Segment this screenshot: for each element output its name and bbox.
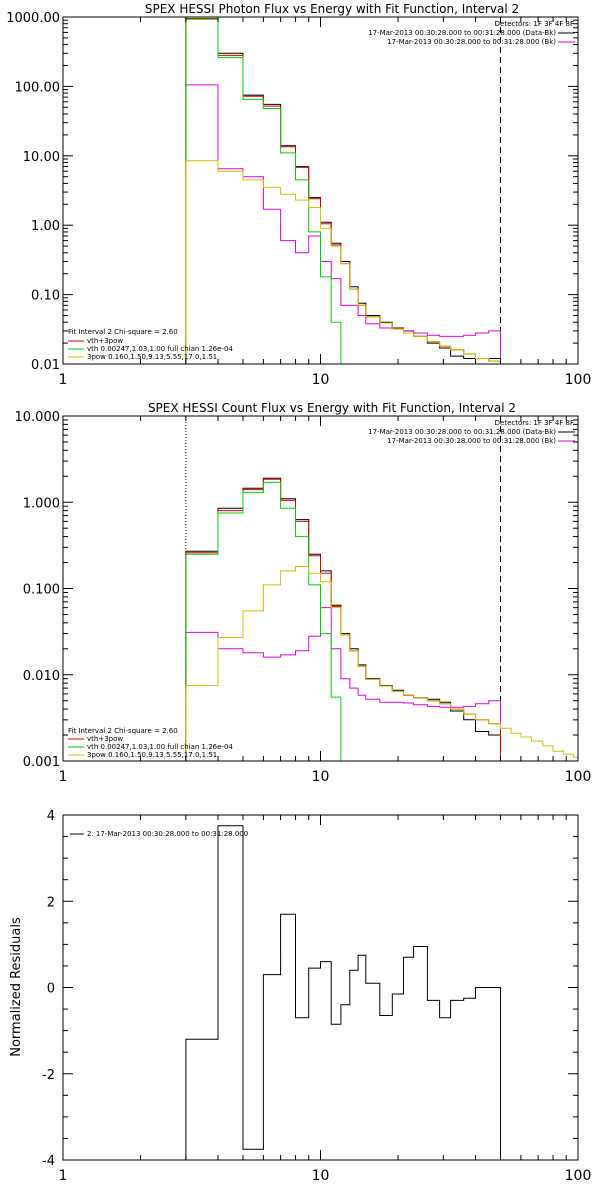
x-tick-label: 1 [59, 769, 68, 785]
legend-bottomleft: Fit Interval 2 Chi-square = 2.60 vth+3po… [68, 727, 233, 759]
y-tick-label: 1.00 [31, 219, 60, 234]
y-tick-label: 1.000 [23, 496, 60, 511]
legend-entry-3pow: 3pow 0.160,1.50,9.13,5.55,17.0,1.51 [87, 751, 217, 759]
y-tick-label: 0.100 [23, 583, 60, 598]
series-vth [185, 18, 501, 364]
legend-entry-data-bk: 17-Mar-2013 00:30:28.000 to 00:31:28.000… [368, 428, 556, 436]
series-bk [185, 84, 501, 364]
chart-title: SPEX HESSI Count Flux vs Energy with Fit… [148, 401, 516, 415]
legend-heading: Detectors: 1F 3F 4F 8F [495, 419, 574, 427]
legend-topright: Detectors: 1F 3F 4F 8F 17-Mar-2013 00:30… [368, 20, 575, 46]
count-flux-chart: SPEX HESSI Count Flux vs Energy with Fit… [15, 401, 592, 785]
legend-entry-vth-3pow: vth+3pow [87, 337, 123, 345]
fit-info-heading: Fit Interval 2 Chi-square = 2.60 [68, 328, 178, 336]
x-tick-label: 1 [59, 372, 68, 388]
x-tick-label: 10 [312, 372, 330, 388]
series-residuals [185, 825, 501, 1160]
x-tick-label: 100 [565, 372, 592, 388]
legend-entry-residuals: 2. 17-Mar-2013 00:30:28.000 to 00:31:28.… [87, 830, 248, 838]
y-tick-label: -2 [42, 1068, 55, 1083]
series-vth [185, 481, 501, 761]
legend-heading: Detectors: 1F 3F 4F 8F [495, 20, 574, 28]
legend: 2. 17-Mar-2013 00:30:28.000 to 00:31:28.… [70, 830, 248, 838]
residuals-chart: 1 10 100 -4 -2 0 2 4 Normalized Residuals 2. 17… [9, 809, 591, 1184]
legend-bottomleft: Fit Interval 2 Chi-square = 2.60 vth+3po… [68, 328, 233, 361]
y-tick-label: 0 [47, 982, 55, 997]
x-tick-label: 100 [565, 1168, 592, 1184]
x-tick-label: 10 [312, 769, 330, 785]
series-vth-3pow [185, 478, 501, 761]
legend-entry-3pow: 3pow 0.160,1.50,9.13,5.55,17.0,1.51 [87, 353, 217, 361]
y-tick-label: 4 [47, 809, 55, 824]
y-axis-label: Normalized Residuals [9, 917, 24, 1057]
y-tick-label: -4 [42, 1154, 55, 1169]
series-bk [185, 607, 501, 761]
y-tick-label: 0.01 [31, 358, 60, 373]
legend-entry-vth: vth 0.00247,1.03,1.00 full chian 1.26e-0… [87, 743, 233, 751]
y-tick-label: 10.000 [15, 410, 61, 425]
y-tick-label: 2 [47, 895, 55, 910]
legend-topright: Detectors: 1F 3F 4F 8F 17-Mar-2013 00:30… [368, 419, 575, 445]
legend-entry-vth: vth 0.00247,1.03,1.00 full chian 1.26e-0… [87, 345, 233, 353]
x-tick-label: 10 [312, 1168, 330, 1184]
legend-entry-vth-3pow: vth+3pow [87, 735, 123, 743]
legend-entry-bk: 17-Mar-2013 00:30:28.000 to 00:31:28.000… [387, 437, 556, 445]
y-tick-label: 100.00 [15, 80, 61, 95]
x-tick-label: 1 [59, 1168, 68, 1184]
y-tick-label: 0.10 [31, 289, 60, 304]
series-vth-3pow [185, 18, 501, 364]
chart-title: SPEX HESSI Photon Flux vs Energy with Fi… [145, 2, 519, 16]
y-tick-label: 1000.00 [6, 11, 60, 26]
y-tick-label: 10.00 [23, 150, 60, 165]
series-data-bk [185, 477, 501, 761]
fit-info-heading: Fit Interval 2 Chi-square = 2.60 [68, 727, 178, 735]
x-tick-label: 100 [565, 769, 592, 785]
legend-entry-data-bk: 17-Mar-2013 00:30:28.000 to 00:31:28.000… [368, 29, 556, 37]
y-tick-label: 0.001 [23, 755, 60, 770]
series-3pow [185, 160, 521, 364]
legend-entry-bk: 17-Mar-2013 00:30:28.000 to 00:31:28.000… [387, 38, 556, 46]
y-tick-label: 0.010 [23, 669, 60, 684]
photon-flux-chart: SPEX HESSI Photon Flux vs Energy with Fi… [6, 2, 591, 388]
series-3pow [185, 566, 578, 761]
series-data-bk [185, 17, 501, 364]
